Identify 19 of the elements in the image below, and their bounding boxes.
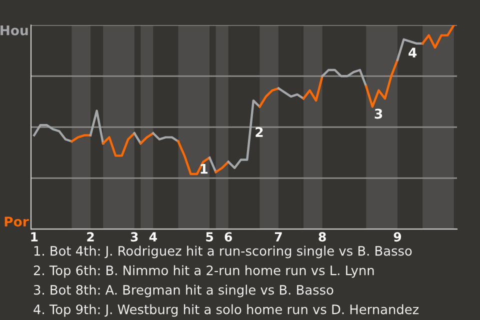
text: Hou	[0, 26, 28, 36]
annotation: 2	[256, 127, 263, 137]
x-tick-label: 9	[394, 232, 402, 242]
x-tick-label: 3	[130, 232, 138, 242]
text: 1. Bot 4th: J. Rodriguez hit a run-scoring single vs B. Basso	[34, 246, 412, 258]
text: 4. Top 9th: J. Westburg hit a solo home run vs D. Hernandez	[34, 304, 419, 317]
x-tick-label: 2	[87, 232, 94, 242]
annotation: 3	[374, 108, 382, 119]
x-tick-label: 5	[206, 232, 214, 242]
x-tick-label: 1	[31, 232, 38, 242]
text: 3. Bot 8th: A. Bregman hit a single vs B. Basso	[34, 284, 334, 298]
x-tick-label: 4	[149, 232, 157, 242]
text: Por	[4, 216, 29, 227]
x-tick-label: 7	[274, 232, 282, 242]
annotation: 4	[408, 48, 417, 58]
text: 2. Top 6th: B. Nimmo hit a 2-run home run vs L. Lynn	[34, 265, 374, 278]
x-tick-label: 8	[318, 232, 326, 242]
x-tick-label: 6	[224, 232, 232, 242]
annotation: 1	[200, 164, 208, 174]
